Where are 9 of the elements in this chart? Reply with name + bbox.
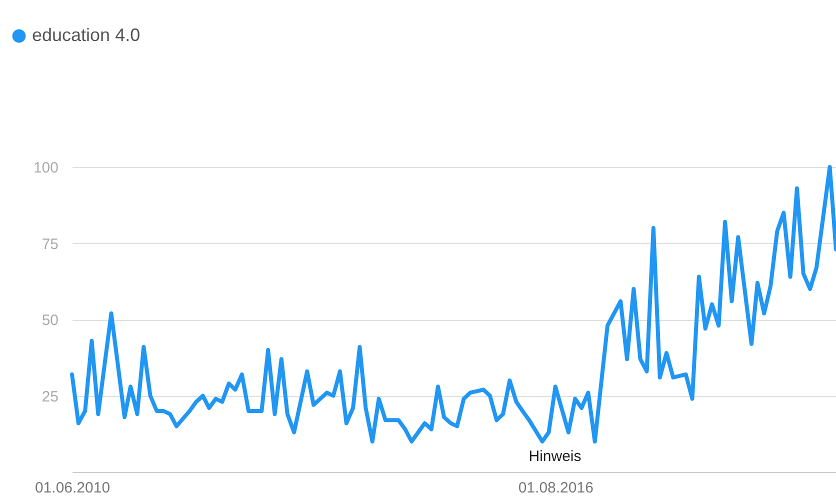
- line-series: [70, 165, 836, 444]
- y-tick-label: 25: [42, 388, 58, 406]
- y-tick-label: 100: [33, 160, 58, 176]
- x-tick-label: 01.06.2010: [34, 480, 110, 496]
- annotation: Hinweis: [528, 448, 582, 465]
- legend-label: education 4.0: [32, 25, 140, 45]
- y-tick-label: 75: [42, 236, 58, 253]
- x-tick-label: 01.08.2016: [518, 480, 594, 496]
- y-tick-label: 50: [42, 312, 58, 329]
